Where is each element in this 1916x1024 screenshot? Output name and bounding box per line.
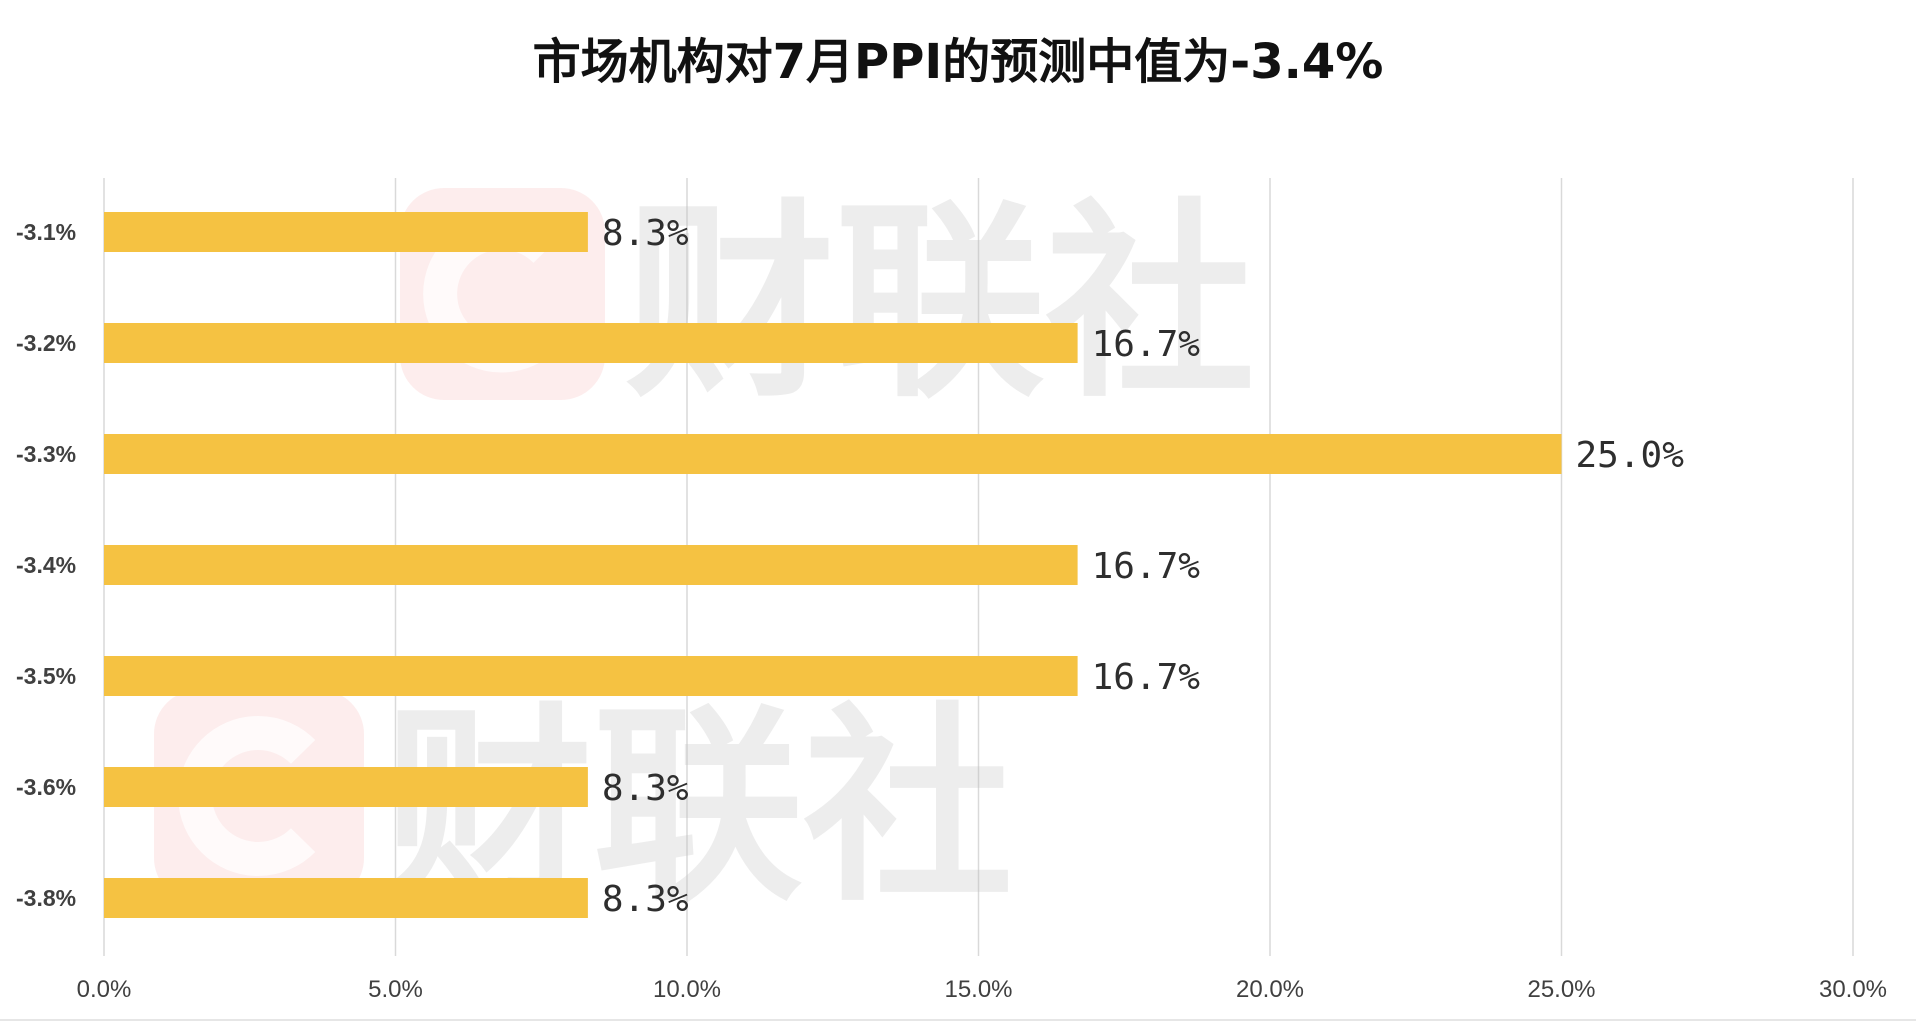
bar [104, 878, 588, 918]
x-tick-label: 30.0% [1819, 976, 1887, 1003]
x-tick-label: 25.0% [1527, 976, 1595, 1003]
bar [104, 656, 1078, 696]
data-label: 25.0% [1576, 435, 1685, 476]
y-tick-label: -3.2% [16, 330, 76, 356]
data-label: 16.7% [1092, 657, 1201, 698]
bars [104, 212, 1562, 918]
x-tick-label: 0.0% [77, 976, 132, 1003]
bar [104, 434, 1562, 474]
x-tick-label: 5.0% [368, 976, 423, 1003]
y-axis-tick-labels: -3.1% -3.2% -3.3% -3.4% -3.5% -3.6% -3.8% [16, 219, 76, 911]
bar [104, 767, 588, 807]
y-tick-label: -3.1% [16, 219, 76, 245]
watermark-text: 财联社 [625, 181, 1255, 426]
x-tick-label: 10.0% [653, 976, 721, 1003]
x-tick-label: 20.0% [1236, 976, 1304, 1003]
bar [104, 212, 588, 252]
x-axis-tick-labels: 0.0% 5.0% 10.0% 15.0% 20.0% 25.0% 30.0% [77, 976, 1887, 1003]
data-label: 8.3% [602, 768, 689, 809]
y-tick-label: -3.5% [16, 663, 76, 689]
y-tick-label: -3.4% [16, 552, 76, 578]
data-label: 8.3% [602, 213, 689, 254]
bar [104, 323, 1078, 363]
y-tick-label: -3.3% [16, 441, 76, 467]
data-labels: 8.3% 16.7% 25.0% 16.7% 16.7% 8.3% 8.3% [602, 213, 1684, 920]
chart-title: 市场机构对7月PPI的预测中值为-3.4% [532, 34, 1384, 90]
data-label: 16.7% [1092, 546, 1201, 587]
bar [104, 545, 1078, 585]
y-tick-label: -3.8% [16, 885, 76, 911]
y-tick-label: -3.6% [16, 774, 76, 800]
x-tick-label: 15.0% [944, 976, 1012, 1003]
data-label: 8.3% [602, 879, 689, 920]
data-label: 16.7% [1092, 324, 1201, 365]
